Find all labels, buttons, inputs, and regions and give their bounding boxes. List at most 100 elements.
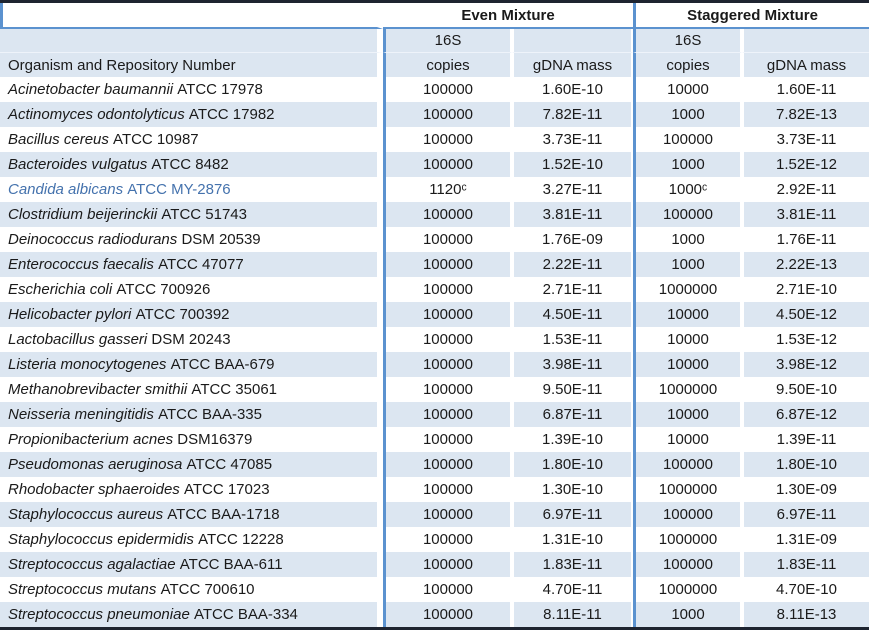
even-16s-label: 16S <box>383 29 512 53</box>
organism-species-name: Actinomyces odontolyticus <box>8 106 189 123</box>
subheader-row-labels: Organism and Repository Number copies gD… <box>0 53 869 77</box>
even-gdna-mass-cell: 3.81E-11 <box>512 202 633 227</box>
even-gdna-mass-cell: 1.53E-11 <box>512 327 633 352</box>
staggered-gdna-mass-cell: 7.82E-13 <box>742 102 869 127</box>
organism-cell: Streptococcus agalactiae ATCC BAA-611 <box>0 552 383 577</box>
even-16s-copies-cell: 100000 <box>383 202 512 227</box>
table-row: Acinetobacter baumannii ATCC 17978 10000… <box>0 77 869 102</box>
organism-species-name: Deinococcus radiodurans <box>8 231 182 248</box>
even-16s-copies-cell: 100000 <box>383 152 512 177</box>
organism-cell: Actinomyces odontolyticus ATCC 17982 <box>0 102 383 127</box>
even-16s-copies-cell: 100000 <box>383 427 512 452</box>
organism-cell: Candida albicans ATCC MY-2876 <box>0 177 383 202</box>
even-16s-copies-cell: 100000 <box>383 102 512 127</box>
organism-repository-id: ATCC MY-2876 <box>127 181 231 198</box>
organism-repository-id: ATCC 700392 <box>135 306 230 323</box>
organism-repository-id: ATCC 700926 <box>116 281 211 298</box>
organism-cell: Deinococcus radiodurans DSM 20539 <box>0 227 383 252</box>
organism-repository-id: ATCC 35061 <box>191 381 278 398</box>
organism-cell: Enterococcus faecalis ATCC 47077 <box>0 252 383 277</box>
even-gdna-mass-cell: 1.30E-10 <box>512 477 633 502</box>
organism-repository-id: ATCC 8482 <box>151 156 229 173</box>
even-16s-copies-cell: 1120ᶜ <box>383 177 512 202</box>
even-gdna-mass-cell: 8.11E-11 <box>512 602 633 627</box>
even-gdna-header: gDNA mass <box>512 53 633 77</box>
staggered-16s-copies-cell: 10000 <box>633 327 742 352</box>
even-16s-copies-cell: 100000 <box>383 402 512 427</box>
table-row: Listeria monocytogenes ATCC BAA-679 1000… <box>0 352 869 377</box>
even-16s-copies-cell: 100000 <box>383 602 512 627</box>
organism-species-name: Clostridium beijerinckii <box>8 206 162 223</box>
organism-cell: Staphylococcus aureus ATCC BAA-1718 <box>0 502 383 527</box>
table-row: Bacteroides vulgatus ATCC 8482 100000 1.… <box>0 152 869 177</box>
organism-species-name: Streptococcus pneumoniae <box>8 606 194 623</box>
organism-species-name: Streptococcus agalactiae <box>8 556 180 573</box>
organism-species-name: Streptococcus mutans <box>8 581 161 598</box>
organism-cell: Acinetobacter baumannii ATCC 17978 <box>0 77 383 102</box>
organism-species-name: Acinetobacter baumannii <box>8 81 178 98</box>
organism-cell: Neisseria meningitidis ATCC BAA-335 <box>0 402 383 427</box>
staggered-gdna-mass-cell: 1.83E-11 <box>742 552 869 577</box>
table-row: Streptococcus agalactiae ATCC BAA-611 10… <box>0 552 869 577</box>
organism-species-name: Propionibacterium acnes <box>8 431 178 448</box>
organism-cell: Methanobrevibacter smithii ATCC 35061 <box>0 377 383 402</box>
organism-column-header: Organism and Repository Number <box>0 53 383 77</box>
even-16s-copies-cell: 100000 <box>383 527 512 552</box>
organism-repository-id: ATCC 47085 <box>186 456 273 473</box>
even-16s-copies-cell: 100000 <box>383 377 512 402</box>
staggered-16s-copies-cell: 100000 <box>633 502 742 527</box>
even-copies-header: copies <box>383 53 512 77</box>
organism-repository-id: ATCC 17982 <box>188 106 275 123</box>
organism-species-name: Pseudomonas aeruginosa <box>8 456 187 473</box>
even-gdna-mass-cell: 6.97E-11 <box>512 502 633 527</box>
staggered-16s-copies-cell: 1000000 <box>633 527 742 552</box>
staggered-16s-copies-cell: 1000 <box>633 602 742 627</box>
staggered-gdna-mass-cell: 1.60E-11 <box>742 77 869 102</box>
staggered-gdna-mass-cell: 1.39E-11 <box>742 427 869 452</box>
table-row: Actinomyces odontolyticus ATCC 17982 100… <box>0 102 869 127</box>
staggered-gdna-mass-cell: 8.11E-13 <box>742 602 869 627</box>
table-row: Streptococcus mutans ATCC 700610 100000 … <box>0 577 869 602</box>
even-gdna-mass-cell: 1.76E-09 <box>512 227 633 252</box>
staggered-16s-copies-cell: 1000 <box>633 152 742 177</box>
even-gdna-mass-cell: 2.71E-11 <box>512 277 633 302</box>
even-16s-copies-cell: 100000 <box>383 502 512 527</box>
organism-species-name: Lactobacillus gasseri <box>8 331 152 348</box>
organism-header-spacer <box>0 29 383 53</box>
staggered-gdna-spacer <box>742 29 869 53</box>
even-16s-copies-cell: 100000 <box>383 327 512 352</box>
staggered-16s-copies-cell: 1000 <box>633 102 742 127</box>
staggered-gdna-mass-cell: 2.22E-13 <box>742 252 869 277</box>
organism-cell: Helicobacter pylori ATCC 700392 <box>0 302 383 327</box>
even-gdna-mass-cell: 1.31E-10 <box>512 527 633 552</box>
organism-repository-id: ATCC BAA-611 <box>179 556 283 573</box>
staggered-16s-copies-cell: 10000 <box>633 427 742 452</box>
organism-repository-id: DSM16379 <box>177 431 253 448</box>
organism-species-name: Rhodobacter sphaeroides <box>8 481 184 498</box>
organism-cell: Escherichia coli ATCC 700926 <box>0 277 383 302</box>
organism-species-name: Listeria monocytogenes <box>8 356 171 373</box>
even-gdna-mass-cell: 4.70E-11 <box>512 577 633 602</box>
staggered-gdna-mass-cell: 3.98E-12 <box>742 352 869 377</box>
table-row: Streptococcus pneumoniae ATCC BAA-334 10… <box>0 602 869 627</box>
organism-repository-id: ATCC BAA-335 <box>158 406 262 423</box>
staggered-16s-copies-cell: 1000000 <box>633 377 742 402</box>
organism-header-spacer <box>0 3 383 29</box>
even-16s-copies-cell: 100000 <box>383 77 512 102</box>
organism-species-name: Neisseria meningitidis <box>8 406 159 423</box>
even-gdna-mass-cell: 1.39E-10 <box>512 427 633 452</box>
table-row: Helicobacter pylori ATCC 700392 100000 4… <box>0 302 869 327</box>
staggered-16s-copies-cell: 100000 <box>633 127 742 152</box>
organism-repository-id: ATCC 10987 <box>113 131 199 148</box>
table-row: Candida albicans ATCC MY-2876 1120ᶜ 3.27… <box>0 177 869 202</box>
table-row: Lactobacillus gasseri DSM 20243 100000 1… <box>0 327 869 352</box>
staggered-16s-copies-cell: 100000 <box>633 552 742 577</box>
organism-repository-id: ATCC 51743 <box>161 206 247 223</box>
organism-repository-id: ATCC 17023 <box>183 481 270 498</box>
organism-species-name: Bacteroides vulgatus <box>8 156 152 173</box>
table-row: Staphylococcus epidermidis ATCC 12228 10… <box>0 527 869 552</box>
even-gdna-mass-cell: 3.27E-11 <box>512 177 633 202</box>
even-gdna-mass-cell: 7.82E-11 <box>512 102 633 127</box>
organism-repository-id: DSM 20243 <box>151 331 231 348</box>
